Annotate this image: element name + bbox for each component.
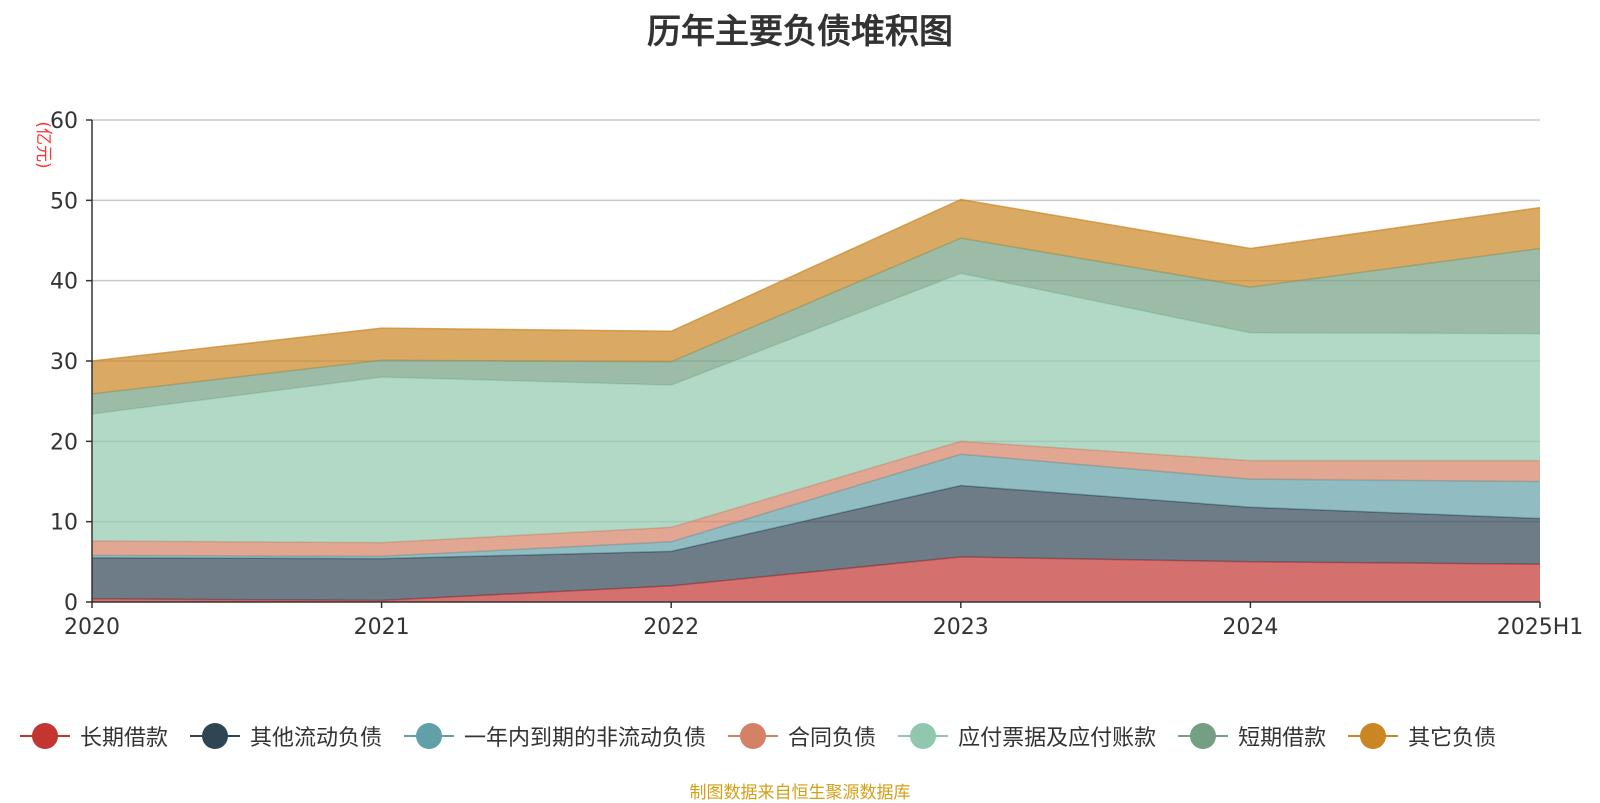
axis-labels: 0 10 20 30 40 50 60 2020 2021 2022 2023 2024 2025H1 (…	[33, 109, 1583, 640]
legend-item[interactable]: 应付票据及应付账款	[898, 720, 1156, 752]
legend-item[interactable]: 其他流动负债	[190, 720, 382, 752]
legend-item[interactable]: 合同负债	[728, 720, 876, 752]
area-series-6[interactable]	[92, 238, 1540, 414]
x-tick-label: 2020	[64, 615, 120, 640]
x-tick-label: 2024	[1222, 615, 1278, 640]
y-tick-label: 0	[64, 591, 78, 616]
legend-marker-icon	[898, 721, 949, 751]
stacked-area-chart: 0 10 20 30 40 50 60 2020 2021 2022 2023 2024 2025H1 (…	[33, 109, 1583, 640]
legend: 长期借款 其他流动负债 一年内到期的非流动负债 合同负债 应付票据及应付账款 短期借款 其它…	[20, 718, 1600, 754]
legend-item[interactable]: 长期借款	[20, 720, 168, 752]
y-tick-label: 30	[50, 350, 78, 375]
legend-label: 其他流动负债	[250, 726, 383, 751]
legend-marker-icon	[728, 721, 779, 751]
area-series-edge-7	[91, 198, 1541, 362]
legend-label: 应付票据及应付账款	[958, 726, 1157, 751]
x-tick-label: 2025H1	[1497, 615, 1584, 640]
area-series	[91, 198, 1541, 602]
chart-title: 历年主要负债堆积图	[647, 12, 953, 52]
y-tick-label: 40	[50, 270, 78, 295]
y-tick-label: 10	[50, 511, 78, 536]
legend-label: 一年内到期的非流动负债	[464, 726, 707, 751]
area-series-2[interactable]	[92, 485, 1540, 601]
legend-dot	[910, 723, 937, 749]
area-series-5[interactable]	[92, 273, 1540, 543]
y-tick-label: 20	[50, 430, 78, 455]
legend-marker-icon	[20, 721, 70, 751]
axes	[86, 119, 1541, 608]
legend-dot	[740, 723, 767, 749]
legend-label: 合同负债	[788, 726, 877, 751]
y-axis-unit-label: (亿元)	[33, 121, 53, 168]
legend-item[interactable]: 一年内到期的非流动负债	[404, 720, 706, 752]
legend-dot	[1360, 723, 1387, 749]
y-tick-label: 60	[50, 109, 78, 134]
legend-dot	[1190, 723, 1217, 749]
legend-marker-icon	[1348, 721, 1399, 751]
source-note: 制图数据来自恒生聚源数据库	[689, 783, 911, 803]
x-tick-label: 2022	[643, 615, 699, 640]
legend-marker-icon	[404, 721, 455, 751]
legend-label: 其它负债	[1408, 726, 1497, 751]
area-series-3[interactable]	[92, 454, 1540, 559]
legend-label: 短期借款	[1238, 726, 1327, 751]
legend-item[interactable]: 短期借款	[1178, 720, 1326, 752]
legend-dot	[32, 723, 58, 749]
area-series-1[interactable]	[92, 557, 1540, 602]
legend-marker-icon	[190, 721, 241, 751]
area-series-7[interactable]	[92, 199, 1540, 394]
legend-marker-icon	[1178, 721, 1229, 751]
legend-label: 长期借款	[80, 726, 169, 751]
legend-dot	[202, 723, 229, 749]
x-tick-label: 2023	[933, 615, 989, 640]
x-tick-label: 2021	[354, 615, 410, 640]
area-series-4[interactable]	[92, 441, 1540, 557]
legend-dot	[416, 723, 443, 749]
y-tick-label: 50	[50, 189, 78, 214]
legend-item[interactable]: 其它负债	[1348, 720, 1496, 752]
